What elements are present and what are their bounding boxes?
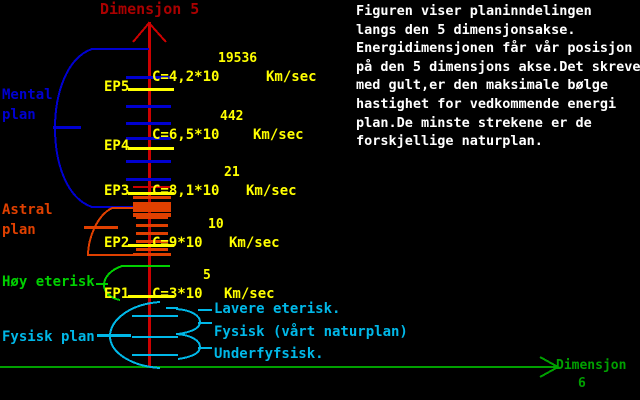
exponent-ep4: 442 bbox=[220, 109, 244, 124]
plane-label-astral: Astral plan bbox=[2, 200, 53, 240]
sub-plane-label-underfyfsisk: Underfyfsisk. bbox=[214, 346, 324, 362]
plane-label-mental-line2: plan bbox=[2, 107, 36, 123]
level-label-ep5: EP5 bbox=[104, 79, 130, 95]
level-label-ep4: EP4 bbox=[104, 138, 130, 154]
unit-ep1: Km/sec bbox=[224, 286, 275, 302]
formula-ep1: C=3*10 bbox=[152, 286, 203, 302]
axis-label-dimensjon-6-line1: Dimensjon bbox=[556, 358, 627, 373]
plane-label-astral-line2: plan bbox=[2, 222, 36, 238]
unit-ep5: Km/sec bbox=[266, 69, 317, 85]
sub-plane-label-lavere-eterisk: Lavere eterisk. bbox=[214, 301, 341, 317]
formula-ep2: C=9*10 bbox=[152, 235, 203, 251]
axis-label-dimensjon-6-line2: 6 bbox=[578, 376, 586, 391]
plane-label-mental-line1: Mental bbox=[2, 87, 53, 103]
sub-plane-connectors bbox=[132, 307, 212, 360]
page-title: Dimensjon 5 bbox=[100, 0, 200, 18]
plane-label-mental: Mental plan bbox=[2, 85, 53, 125]
level-label-ep2: EP2 bbox=[104, 235, 130, 251]
exponent-ep1: 5 bbox=[203, 268, 211, 283]
description-paragraph: Figuren viser planinndelingen langs den … bbox=[356, 3, 640, 150]
sub-plane-label-fysisk-naturplan: Fysisk (vårt naturplan) bbox=[214, 324, 408, 340]
astral-plan-bracket bbox=[84, 207, 149, 256]
unit-ep3: Km/sec bbox=[246, 183, 297, 199]
unit-ep2: Km/sec bbox=[229, 235, 280, 251]
mental-plan-ticks bbox=[126, 76, 171, 181]
formula-ep4: C=6,5*10 bbox=[152, 127, 220, 143]
plane-label-hoy-eterisk: Høy eterisk bbox=[2, 274, 95, 290]
fysisk-plan-bracket bbox=[97, 301, 161, 369]
horizontal-axis bbox=[0, 356, 561, 378]
formula-ep3: C=8,1*10 bbox=[152, 183, 220, 199]
astral-plan-ticks bbox=[133, 186, 171, 256]
plane-label-astral-line1: Astral bbox=[2, 202, 53, 218]
mental-plan-bracket bbox=[53, 48, 149, 208]
exponent-ep5: 19536 bbox=[218, 51, 258, 66]
level-label-ep1: EP1 bbox=[104, 286, 130, 302]
exponent-ep3: 21 bbox=[224, 165, 240, 180]
formula-ep5: C=4,2*10 bbox=[152, 69, 220, 85]
axis-label-dimensjon-6: Dimensjon 6 bbox=[556, 357, 626, 393]
level-ticks bbox=[128, 88, 174, 298]
unit-ep4: Km/sec bbox=[253, 127, 304, 143]
level-label-ep3: EP3 bbox=[104, 183, 130, 199]
plane-label-fysisk: Fysisk plan bbox=[2, 329, 95, 345]
exponent-ep2: 10 bbox=[208, 217, 224, 232]
hoy-eterisk-bracket bbox=[96, 265, 170, 301]
